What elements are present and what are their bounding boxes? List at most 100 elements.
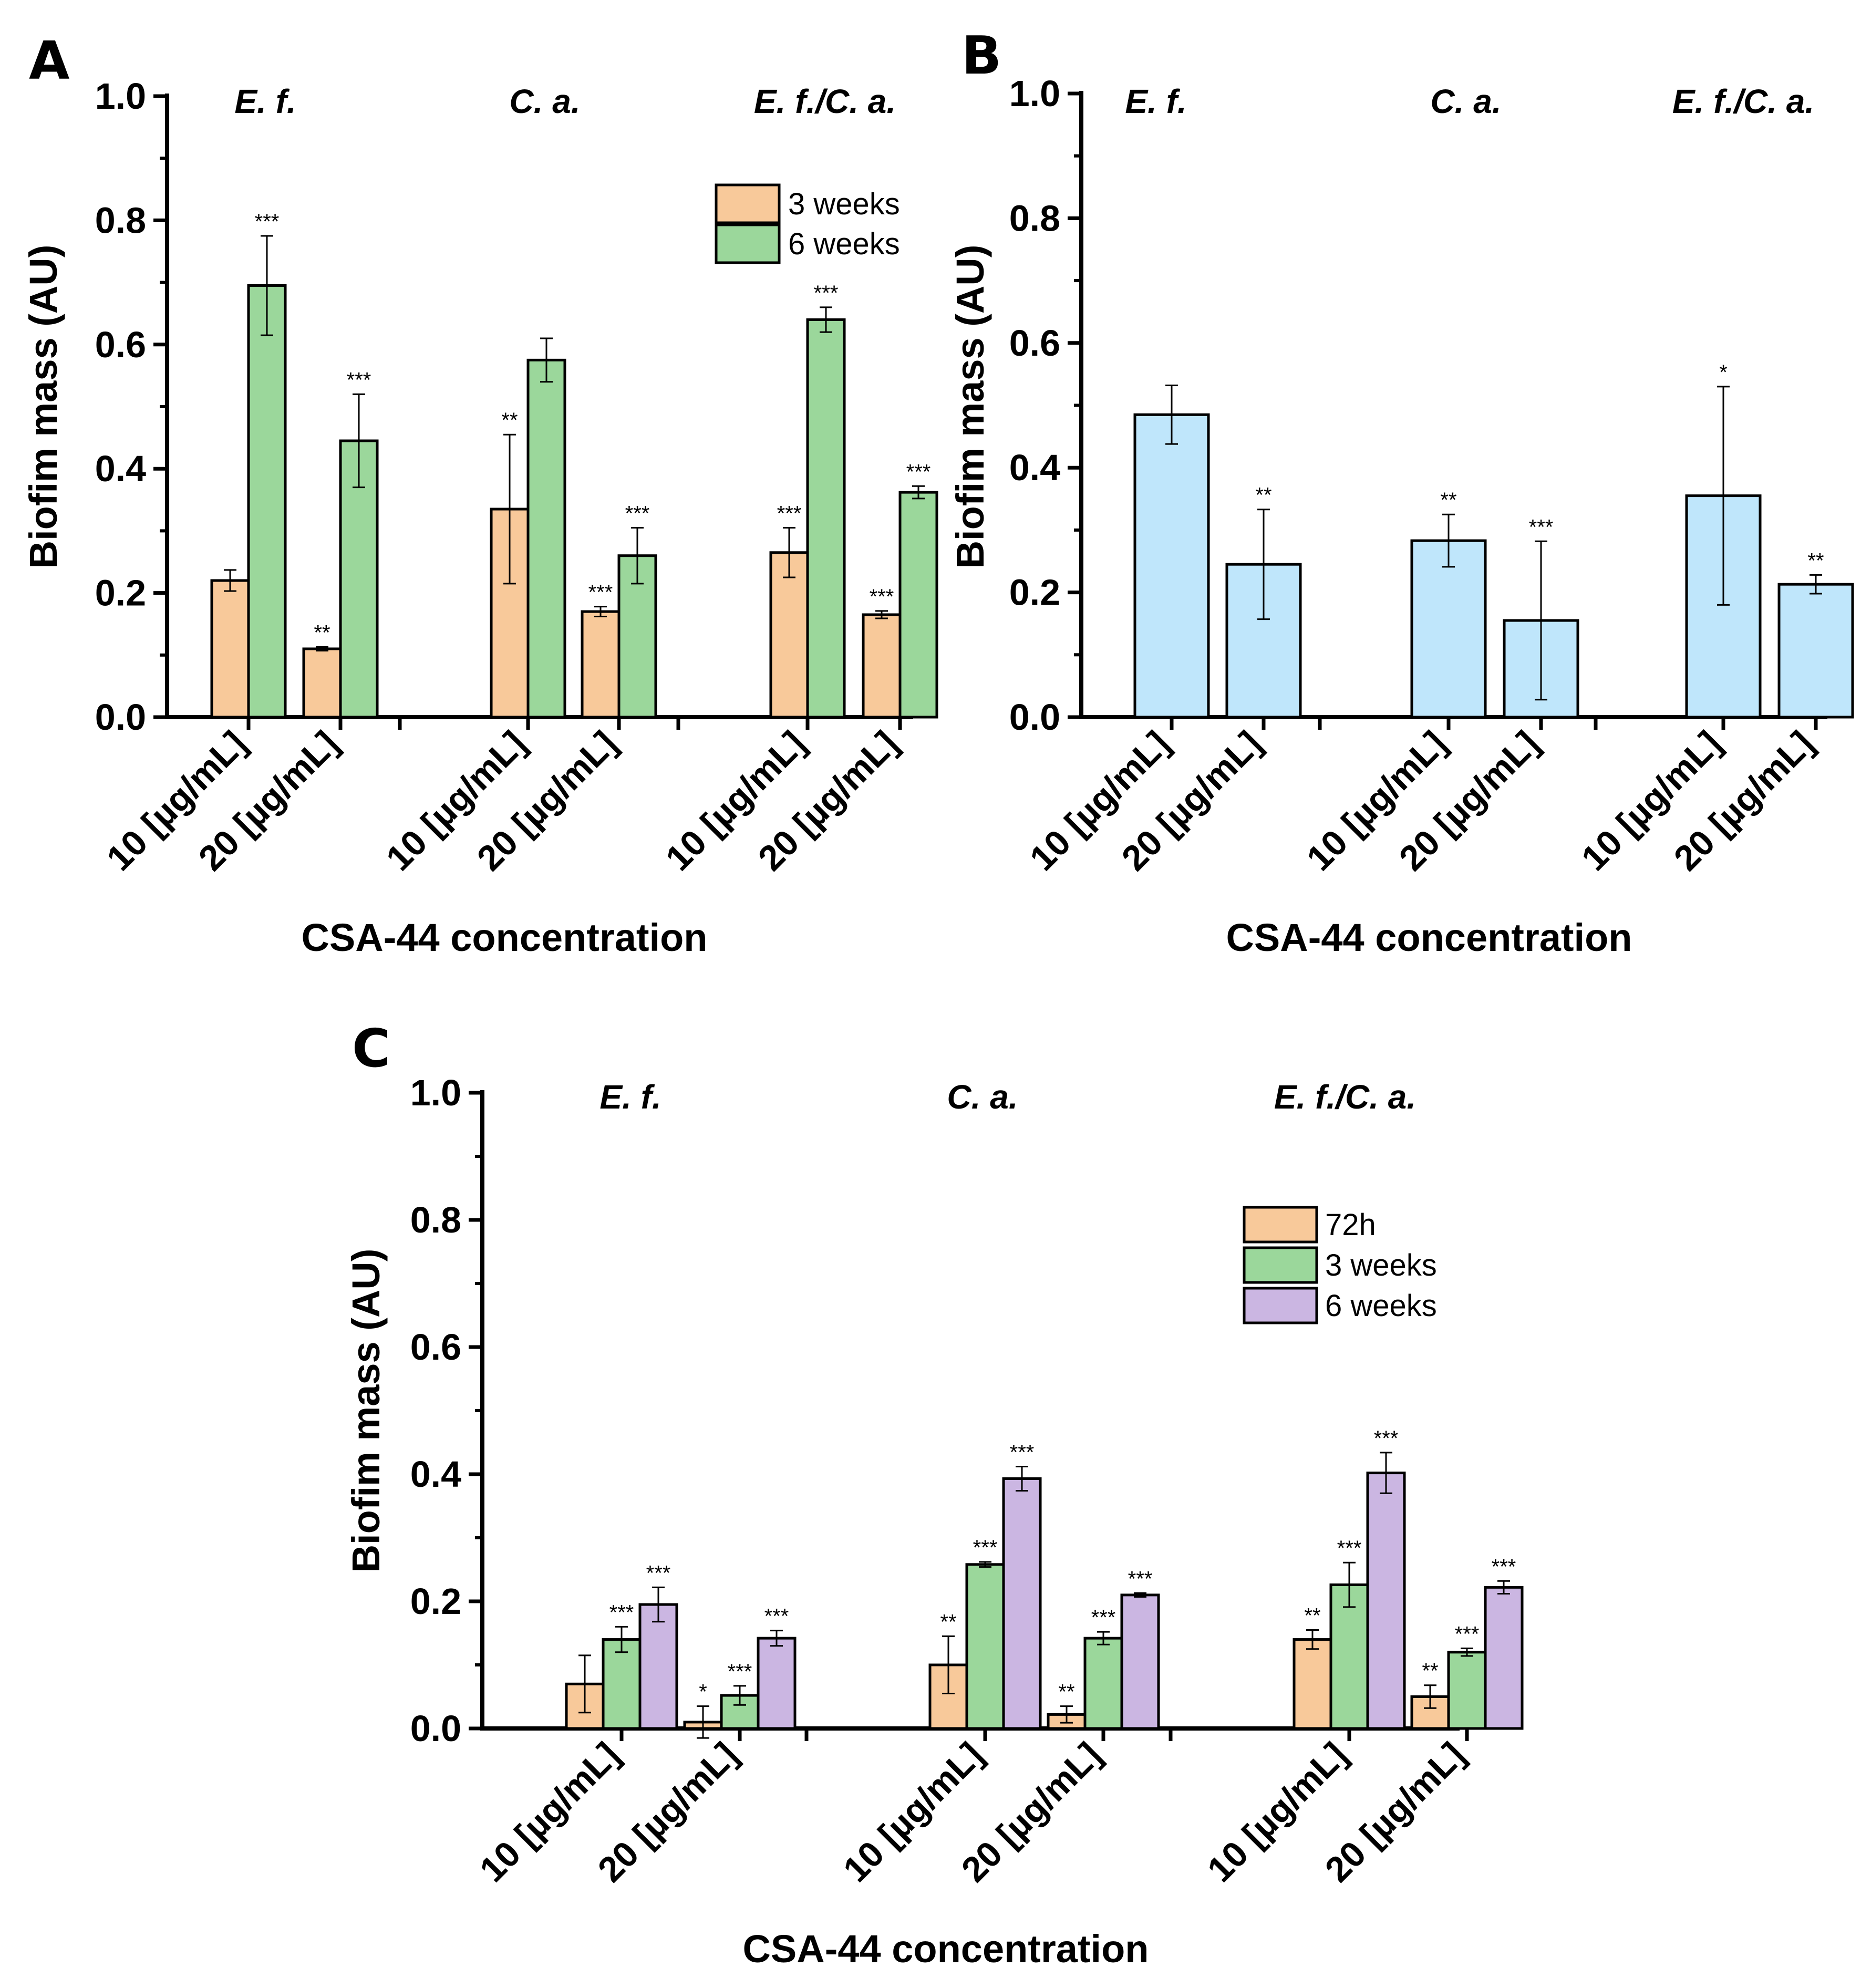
bar xyxy=(210,579,250,719)
x-axis-title: CSA-44 concentration xyxy=(301,916,707,959)
significance-label: *** xyxy=(347,368,371,391)
chart-panel-b: B0.00.20.40.60.81.0** ********E. f. C. a. E… xyxy=(948,25,1854,959)
y-tick-label: 0.0 xyxy=(95,697,146,738)
panel-letter: B xyxy=(961,25,1001,86)
group-label: E. f. xyxy=(599,1078,661,1116)
significance-label: ** xyxy=(1255,484,1271,507)
group-label: E. f. xyxy=(1125,82,1186,120)
legend-label: 3 weeks xyxy=(1325,1248,1437,1282)
significance-label: * xyxy=(1719,361,1728,384)
group-label: E. f. xyxy=(234,82,296,120)
bar xyxy=(1410,539,1487,719)
group-label: C. a. xyxy=(509,82,580,120)
legend-swatch xyxy=(715,223,781,264)
bar xyxy=(1120,1593,1160,1730)
significance-label: *** xyxy=(777,502,802,525)
y-tick-label: 0.2 xyxy=(1009,572,1060,613)
y-tick-label: 0.4 xyxy=(1009,447,1060,488)
significance-label: *** xyxy=(1010,1441,1035,1464)
significance-label: ** xyxy=(1058,1681,1074,1704)
legend: 72h 3 weeks 6 weeks xyxy=(1243,1206,1437,1324)
panel-letter: C xyxy=(352,1018,390,1079)
significance-label: *** xyxy=(728,1660,752,1683)
bar xyxy=(1002,1477,1042,1730)
significance-label: *** xyxy=(906,460,931,483)
bar xyxy=(965,1563,1005,1730)
chart-panel-c: C0.00.20.40.60.81.0*********************… xyxy=(344,1018,1524,1971)
bar xyxy=(1484,1586,1524,1730)
significance-label: ** xyxy=(314,621,330,644)
y-tick-label: 0.8 xyxy=(410,1199,461,1240)
significance-label: ** xyxy=(501,409,518,432)
y-tick-label: 0.2 xyxy=(410,1581,461,1622)
x-axis-title: CSA-44 concentration xyxy=(742,1927,1149,1971)
group-label: C. a. xyxy=(1430,82,1501,120)
group-label: E. f./C. a. xyxy=(1274,1078,1416,1116)
legend-swatch xyxy=(715,183,781,224)
significance-label: ** xyxy=(1807,549,1824,572)
bar xyxy=(302,647,342,719)
x-axis-title: CSA-44 concentration xyxy=(1226,916,1632,959)
bar xyxy=(1133,413,1210,719)
y-axis-title: Biofim mass (AU) xyxy=(344,1249,388,1573)
bar xyxy=(638,1603,678,1730)
bar xyxy=(898,491,938,719)
significance-label: *** xyxy=(870,585,894,608)
y-tick-label: 1.0 xyxy=(410,1072,461,1113)
y-tick-label: 0.6 xyxy=(1009,323,1060,364)
y-tick-label: 0.6 xyxy=(95,324,146,365)
legend-swatch xyxy=(1243,1287,1318,1324)
significance-label: *** xyxy=(625,502,650,525)
significance-label: *** xyxy=(1529,515,1554,539)
bar xyxy=(1293,1638,1332,1730)
bar xyxy=(1366,1472,1406,1730)
bar xyxy=(581,610,621,719)
group-label: E. f./C. a. xyxy=(1672,82,1814,120)
significance-label: *** xyxy=(609,1601,634,1624)
bar xyxy=(247,284,287,719)
significance-label: ** xyxy=(1440,489,1456,512)
significance-label: *** xyxy=(814,282,839,305)
legend-label: 6 weeks xyxy=(1325,1289,1437,1323)
significance-label: *** xyxy=(588,581,613,604)
y-tick-label: 0.8 xyxy=(95,200,146,241)
bar xyxy=(1447,1651,1487,1730)
significance-label: *** xyxy=(973,1536,998,1559)
significance-label: *** xyxy=(1091,1606,1116,1629)
significance-label: ** xyxy=(1422,1660,1438,1683)
bar xyxy=(862,613,902,719)
y-tick-label: 0.2 xyxy=(95,573,146,614)
y-tick-label: 1.0 xyxy=(95,76,146,117)
significance-label: *** xyxy=(255,210,280,233)
y-tick-label: 1.0 xyxy=(1009,73,1060,114)
y-tick-label: 0.8 xyxy=(1009,198,1060,239)
group-label: C. a. xyxy=(947,1078,1018,1116)
legend-swatch xyxy=(1243,1206,1318,1244)
y-axis-title: Biofim mass (AU) xyxy=(948,245,992,569)
significance-label: *** xyxy=(1128,1567,1153,1590)
significance-label: *** xyxy=(646,1561,671,1585)
significance-label: ** xyxy=(1304,1604,1320,1627)
bar xyxy=(806,318,846,719)
bar xyxy=(1083,1637,1123,1730)
y-tick-label: 0.0 xyxy=(1009,697,1060,738)
significance-label: *** xyxy=(1455,1623,1480,1646)
panel-letter: A xyxy=(29,30,69,91)
y-tick-label: 0.0 xyxy=(410,1708,461,1749)
significance-label: *** xyxy=(1374,1427,1399,1450)
legend-label: 3 weeks xyxy=(788,187,900,221)
significance-label: * xyxy=(699,1681,707,1704)
significance-label: *** xyxy=(1337,1537,1362,1560)
bar xyxy=(526,358,566,719)
legend-label: 6 weeks xyxy=(788,227,900,261)
y-axis-title: Biofim mass (AU) xyxy=(22,245,65,569)
legend-swatch xyxy=(1243,1246,1318,1284)
bar xyxy=(1777,583,1854,719)
legend: 3 weeks 6 weeks xyxy=(715,183,900,264)
bar xyxy=(757,1637,797,1730)
y-tick-label: 0.6 xyxy=(410,1327,461,1368)
legend-label: 72h xyxy=(1325,1208,1376,1242)
chart-panel-a: A0.00.20.40.60.81.0*********************… xyxy=(22,30,938,959)
y-tick-label: 0.4 xyxy=(95,448,146,489)
